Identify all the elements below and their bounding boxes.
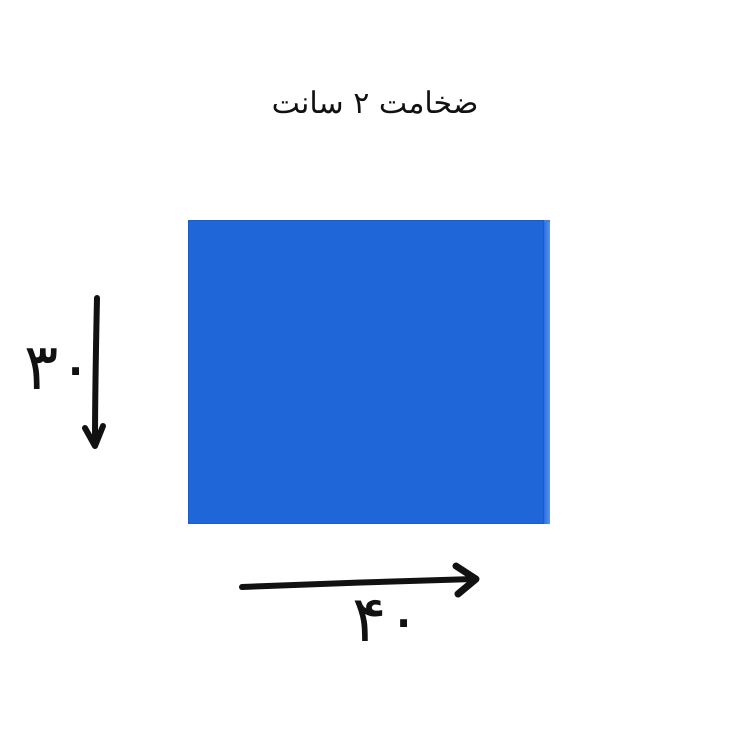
thickness-title: ضخامت ۲ سانت [271,86,479,121]
blue-panel [188,220,550,524]
arrow-right-icon [239,562,480,598]
width-label: ۴۰ [352,583,421,657]
panel-edge [544,222,550,524]
height-label: ۳۰ [24,331,93,405]
arrow-down-icon [82,295,106,449]
